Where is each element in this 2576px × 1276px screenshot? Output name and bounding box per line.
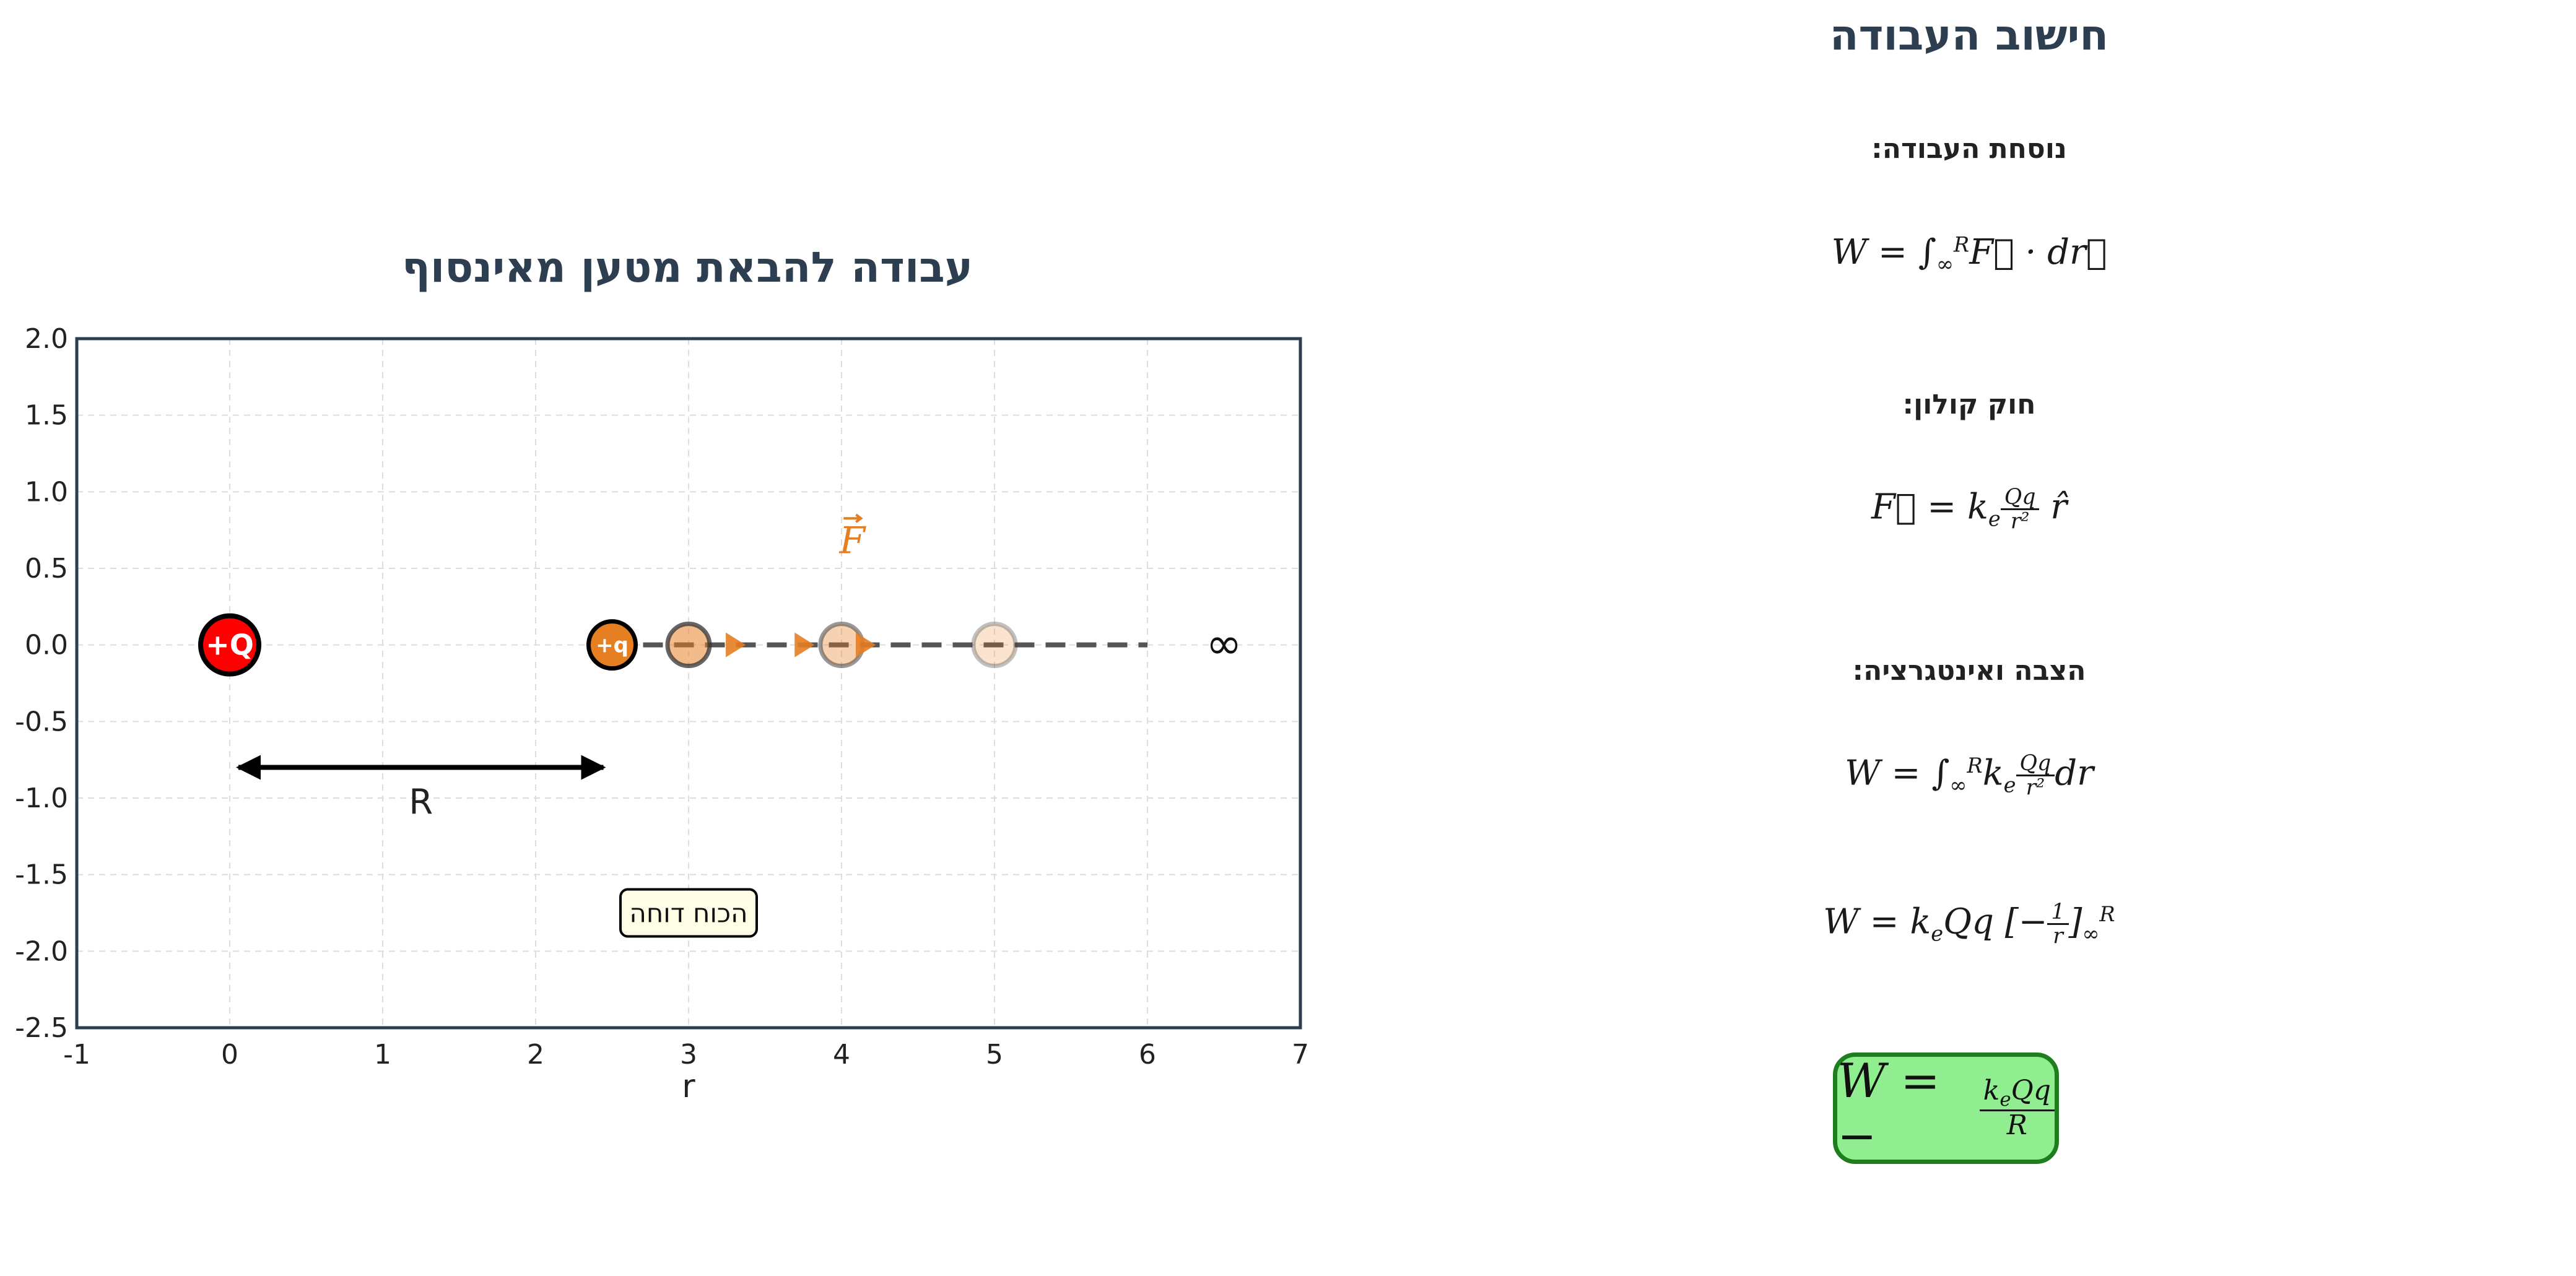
coulomb-label: חוק קולון: — [1902, 389, 2036, 420]
x-tick-label: 1 — [374, 1039, 391, 1070]
work-formula-equation: W = ∫∞RF⃗ · dr⃗ — [1831, 232, 2107, 277]
work-formula-label: נוסחת העבודה: — [1871, 133, 2067, 165]
grid-lines — [77, 339, 1300, 1028]
y-tick-label: -2.5 — [15, 1012, 68, 1044]
x-tick-label: 0 — [221, 1039, 238, 1070]
force-arrow-marker — [856, 632, 876, 658]
result-box: W = − keQq R — [1833, 1052, 2059, 1164]
calculation-panel: חישוב העבודה נוסחת העבודה: W = ∫∞RF⃗ · d… — [1362, 0, 2576, 1276]
force-label: F — [838, 519, 866, 562]
x-tick-label: 7 — [1292, 1039, 1309, 1070]
x-tick-label: 3 — [680, 1039, 697, 1070]
distance-label: R — [409, 783, 433, 823]
test-charge-label: +q — [596, 633, 629, 658]
source-charge-label: +Q — [206, 628, 254, 662]
evaluated-equation: W = keQq [− 1 r]∞R — [1823, 900, 2115, 949]
substitution-label: הצבה ואינטגרציה: — [1852, 655, 2086, 687]
x-tick-label: 6 — [1139, 1039, 1156, 1070]
y-tick-label: 2.0 — [25, 323, 68, 355]
force-arrow-marker — [794, 632, 815, 658]
y-tick-label: -1.5 — [15, 859, 68, 891]
y-tick-label: 1.0 — [25, 476, 68, 508]
y-tick-label: 1.5 — [25, 400, 68, 432]
x-tick-label: 5 — [986, 1039, 1003, 1070]
charge-layer: +Q +q R ∞ F הכוח דוחה — [198, 513, 1242, 938]
x-axis-label: r — [682, 1068, 695, 1105]
y-tick-label: -2.0 — [15, 935, 68, 967]
plot-frame — [75, 337, 1302, 1030]
path-position-marker — [665, 622, 712, 669]
repel-note-box — [619, 888, 758, 938]
source-charge — [198, 613, 261, 677]
test-charge — [586, 619, 638, 671]
integral-equation: W = ∫∞Rke Qq r² dr — [1845, 751, 2094, 801]
charge-plot: עבודה להבאת מטען מאינסוף +Q +q R ∞ F הכוח דוח… — [15, 243, 1309, 1105]
x-tick-label: 4 — [833, 1039, 850, 1070]
repel-note: הכוח דוחה — [629, 898, 747, 929]
path-position-marker — [971, 622, 1018, 669]
force-vector-arrow-icon — [843, 513, 863, 523]
force-arrow-marker — [726, 632, 746, 658]
y-tick-label: 0.5 — [25, 553, 68, 584]
y-tick-label: -1.0 — [15, 783, 68, 814]
x-axis-ticks: -1 0 1 2 3 4 5 6 7 — [63, 1039, 1309, 1070]
y-tick-label: -0.5 — [15, 706, 68, 737]
coulomb-equation: F⃗ = ke Qq r² r̂ — [1871, 485, 2068, 534]
x-tick-label: -1 — [63, 1039, 90, 1070]
panel-title: חישוב העבודה — [1829, 11, 2109, 60]
plot-title: עבודה להבאת מטען מאינסוף — [402, 243, 973, 292]
x-tick-label: 2 — [527, 1039, 544, 1070]
y-axis-ticks: 2.0 1.5 1.0 0.5 0.0 -0.5 -1.0 -1.5 -2.0 -2.5 — [15, 323, 68, 1044]
path-layer — [612, 622, 1147, 669]
y-tick-label: 0.0 — [25, 630, 68, 661]
infinity-label: ∞ — [1206, 618, 1242, 669]
